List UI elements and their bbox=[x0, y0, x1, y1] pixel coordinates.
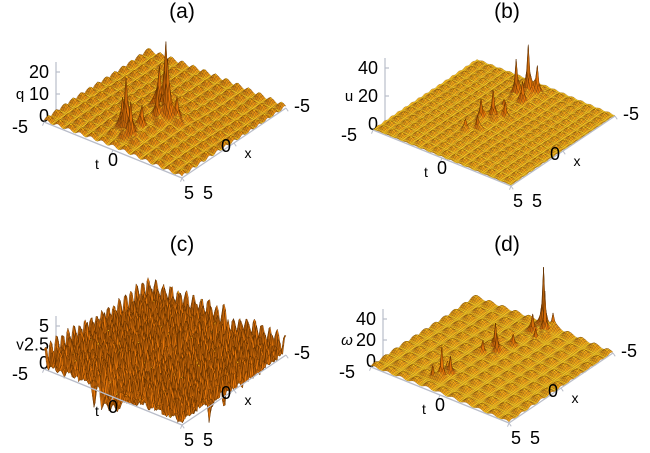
surface-plot-panel-c: (c) bbox=[0, 227, 325, 453]
panel-label-c: (c) bbox=[169, 233, 195, 256]
surface-plot-canvas-v bbox=[0, 227, 325, 453]
surface-plot-canvas-q bbox=[0, 0, 325, 227]
surface-plot-panel-d: (d) bbox=[325, 227, 650, 453]
surface-plot-canvas-omega bbox=[325, 227, 650, 453]
surface-plot-panel-a: (a) bbox=[0, 0, 325, 227]
panel-label-b: (b) bbox=[494, 0, 520, 23]
surface-plot-canvas-u bbox=[325, 0, 650, 227]
surface-plot-panel-b: (b) bbox=[325, 0, 650, 227]
panel-label-a: (a) bbox=[169, 0, 195, 23]
panel-label-d: (d) bbox=[494, 233, 520, 256]
